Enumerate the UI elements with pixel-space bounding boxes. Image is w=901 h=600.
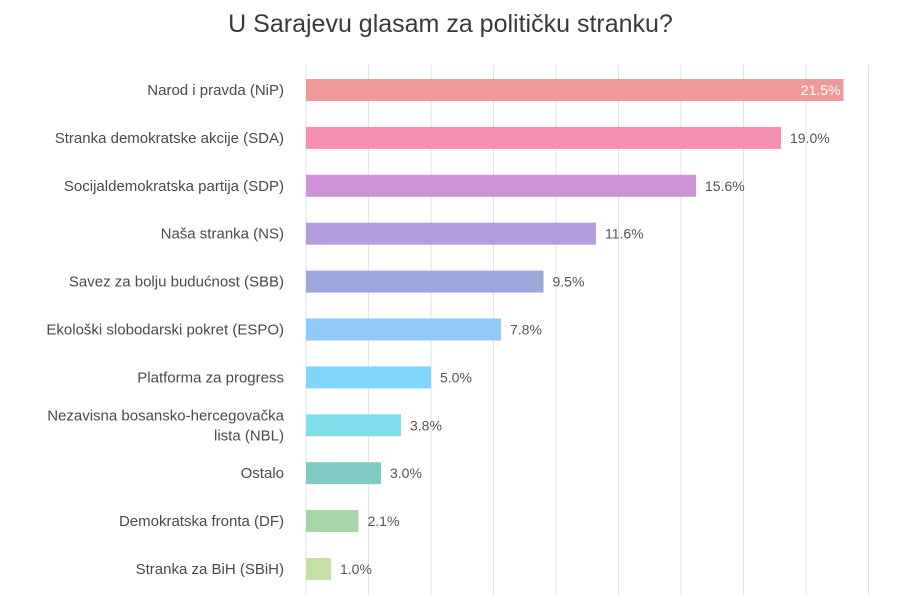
value-label: 9.5%: [553, 274, 585, 290]
category-label: Naša stranka (NS): [161, 226, 284, 243]
chart-title: U Sarajevu glasam za političku stranku?: [228, 10, 673, 38]
value-label: 19.0%: [790, 130, 830, 146]
value-label: 15.6%: [705, 178, 745, 194]
category-label: Ostalo: [241, 465, 284, 482]
category-label: Narod i pravda (NiP): [147, 82, 284, 99]
value-label: 2.1%: [368, 513, 400, 529]
bar: [306, 174, 696, 197]
category-label: Stranka demokratske akcije (SDA): [55, 130, 284, 147]
value-label: 1.0%: [340, 561, 372, 577]
bar: [306, 414, 401, 437]
category-label: Demokratska fronta (DF): [119, 513, 284, 530]
category-label: lista (NBL): [214, 427, 284, 444]
bar: [306, 270, 544, 293]
bar: [306, 462, 381, 485]
value-label: 21.5%: [801, 82, 841, 98]
value-label: 3.0%: [390, 465, 422, 481]
bar: [306, 222, 596, 245]
bar: [306, 510, 359, 533]
bar: [306, 126, 781, 149]
bar: [306, 79, 844, 101]
category-label: Ekološki slobodarski pokret (ESPO): [46, 322, 284, 339]
value-label: 3.8%: [410, 417, 442, 433]
value-label: 11.6%: [605, 226, 644, 242]
value-label: 7.8%: [510, 322, 542, 338]
bar: [306, 366, 431, 389]
bar: [306, 318, 501, 341]
category-label: Stranka za BiH (SBiH): [136, 561, 284, 578]
value-label: 5.0%: [440, 369, 472, 385]
bar: [306, 558, 331, 580]
category-label: Nezavisna bosansko-hercegovačka: [47, 407, 284, 424]
category-label: Platforma za progress: [137, 369, 284, 386]
category-label: Socijaldemokratska partija (SDP): [64, 178, 284, 195]
category-label: Savez za bolju budućnost (SBB): [69, 274, 284, 291]
